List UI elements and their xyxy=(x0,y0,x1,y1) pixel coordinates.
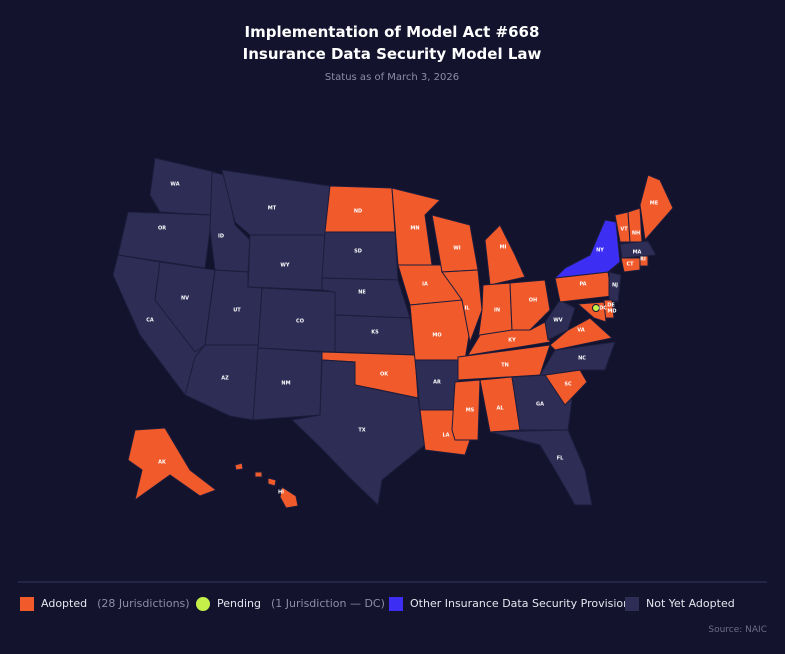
state xyxy=(451,379,481,441)
legend-label: Not Yet Adopted xyxy=(646,597,735,610)
state-label: AR xyxy=(433,380,441,386)
state-label: SD xyxy=(354,249,362,255)
state-label: NE xyxy=(358,290,366,296)
state-label: TN xyxy=(501,363,509,369)
state-label: AZ xyxy=(221,376,229,382)
state-label: VT xyxy=(620,227,628,233)
state-label: DC xyxy=(599,306,607,312)
state xyxy=(553,219,621,279)
state-label: MN xyxy=(410,226,419,232)
state-label: OR xyxy=(158,226,166,232)
state-label: NM xyxy=(281,381,290,387)
state xyxy=(321,231,399,281)
legend-swatch xyxy=(625,597,639,611)
legend-note: (1 Jurisdiction — DC) xyxy=(271,597,385,610)
state-label: GA xyxy=(536,402,544,408)
state xyxy=(549,317,614,351)
state-label: KY xyxy=(508,338,516,344)
state-label: NY xyxy=(596,248,604,254)
state-label: HI xyxy=(278,490,284,496)
state-label: NH xyxy=(632,231,640,237)
state-label: NV xyxy=(181,296,189,302)
state-label: MT xyxy=(268,206,277,212)
state xyxy=(321,277,411,319)
state-label: OH xyxy=(529,298,537,304)
state-label: MO xyxy=(432,333,441,339)
state xyxy=(441,269,483,344)
legend-swatch xyxy=(389,597,403,611)
state-label: WY xyxy=(280,263,290,269)
state xyxy=(639,174,674,242)
state xyxy=(149,157,216,216)
legend-label: Pending xyxy=(217,597,261,610)
state xyxy=(509,279,551,331)
state xyxy=(409,299,471,361)
state-label: CA xyxy=(146,318,154,324)
state-label: MA xyxy=(633,250,642,256)
state-label: NC xyxy=(578,356,586,362)
state-label: TX xyxy=(358,428,365,434)
state xyxy=(608,271,622,303)
state-label: KS xyxy=(371,330,379,336)
state-label: LA xyxy=(442,433,449,439)
states: WA OR CA NV ID MT WY UT AZ CO NM ND SD NE KS OK TX MN IA MO… xyxy=(112,157,674,509)
subtitle: Status as of March 3, 2026 xyxy=(325,72,459,83)
state-label: WI xyxy=(453,246,461,252)
state-label: CO xyxy=(296,319,304,325)
state xyxy=(620,257,641,273)
state-label: AK xyxy=(158,460,167,466)
state-label: UT xyxy=(233,308,241,314)
legend-swatch xyxy=(20,597,34,611)
state xyxy=(290,359,426,507)
state xyxy=(619,240,657,259)
state-label: IN xyxy=(494,308,500,314)
state xyxy=(117,211,213,269)
legend-label: Other Insurance Data Security Provisions xyxy=(410,597,636,610)
state-label: ND xyxy=(354,209,362,215)
state-label: MS xyxy=(466,408,475,414)
state xyxy=(391,187,441,266)
state-label: ID xyxy=(218,234,224,240)
legend: Adopted (28 Jurisdictions) Pending (1 Juris… xyxy=(20,597,735,611)
title: Insurance Data Security Model Law xyxy=(243,45,542,63)
state-label: VA xyxy=(577,328,585,334)
state-label: IA xyxy=(422,282,428,288)
state xyxy=(627,207,643,243)
state-label: ME xyxy=(650,201,659,207)
state xyxy=(639,255,649,267)
title: Implementation of Model Act #668 xyxy=(245,23,540,41)
legend-label: Adopted xyxy=(41,597,87,610)
state xyxy=(484,224,526,286)
state-label: MD xyxy=(607,309,616,315)
state-label: WV xyxy=(553,318,563,324)
state xyxy=(127,427,218,502)
legend-swatch xyxy=(196,597,210,611)
state xyxy=(467,321,551,356)
state-label: RI xyxy=(640,257,646,263)
state xyxy=(489,429,593,506)
state-label: WA xyxy=(170,182,179,188)
state-label: DE xyxy=(607,303,615,309)
state-label: CT xyxy=(626,262,634,268)
state xyxy=(234,462,299,509)
state-label: IL xyxy=(464,306,470,312)
state-label: MI xyxy=(500,245,507,251)
state-label: OK xyxy=(380,372,389,378)
state-label: FL xyxy=(557,456,564,462)
state xyxy=(154,261,216,353)
legend-note: (28 Jurisdictions) xyxy=(97,597,190,610)
state-label: SC xyxy=(564,382,572,388)
state-label: NJ xyxy=(612,283,618,289)
state-label: PA xyxy=(579,282,586,288)
state xyxy=(544,299,576,341)
state-label: AL xyxy=(496,406,504,412)
source: Source: NAIC xyxy=(708,625,767,635)
state-dot xyxy=(592,304,600,312)
